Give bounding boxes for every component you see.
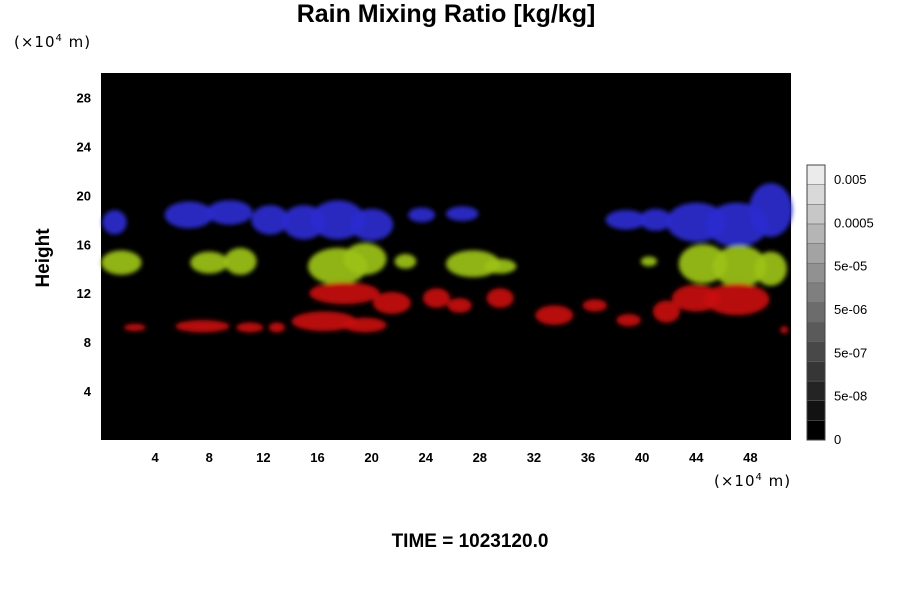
colorbar-swatch [806,243,826,264]
red-blob [343,317,387,333]
red-blob [535,305,574,326]
green-blob [712,245,767,288]
x-tick-label: 44 [689,450,704,465]
blue-blob [349,208,394,241]
x-unit-exponent: 4 [755,472,763,483]
colorbar-frame [806,164,826,441]
green-blob [754,251,787,286]
layer-blue [102,183,793,247]
green-blob [224,247,257,275]
colorbar-label: 5e-06 [834,302,867,317]
y-tick-label: 24 [77,139,92,154]
green-blob [343,243,387,275]
y-tick-label: 4 [84,384,92,399]
green-blob [640,256,658,267]
red-blob [175,320,230,333]
rain-field [101,183,793,334]
blue-blob [639,208,672,231]
colorbar-swatch [806,302,826,323]
red-blob [616,313,641,327]
layer-green [101,243,787,288]
x-unit-prefix: (×10 [714,472,756,490]
x-tick-label: 8 [206,450,213,465]
y-axis-ticks: 4 8 12 16 20 24 28 [77,90,92,399]
green-blob [101,250,142,275]
colorbar-label: 0.0005 [834,215,874,230]
colorbar-swatch [806,164,826,185]
blue-blob [164,201,214,229]
red-blob [372,291,411,314]
y-tick-label: 20 [77,188,91,203]
colorbar-swatch [806,204,826,225]
red-blob [704,283,770,316]
colorbar-label: 5e-07 [834,345,867,360]
blue-blob [102,210,127,235]
y-unit-suffix: m) [62,33,92,51]
red-blob [236,322,264,333]
red-blob [309,282,380,305]
colorbar-swatch [806,361,826,382]
colorbar-swatch [806,420,826,441]
colorbar: 0.005 0.0005 5e-05 5e-06 5e-07 5e-08 0 [806,164,874,447]
x-tick-label: 32 [527,450,541,465]
colorbar-swatch [806,380,826,401]
x-unit-suffix: m) [762,472,792,490]
blue-blob [446,206,479,222]
x-tick-label: 40 [635,450,649,465]
x-axis-unit: (×104 m) [714,472,791,490]
chart-title: Rain Mixing Ratio [kg/kg] [296,0,596,28]
x-tick-label: 24 [418,450,433,465]
colorbar-swatch [806,400,826,421]
y-tick-label: 16 [77,237,91,252]
colorbar-label: 0 [834,432,841,447]
x-tick-label: 12 [256,450,270,465]
x-tick-label: 16 [310,450,324,465]
red-blob [268,322,285,333]
x-tick-label: 20 [364,450,378,465]
x-tick-label: 4 [152,450,160,465]
red-blob [582,299,608,312]
layer-red [124,282,789,334]
colorbar-swatch [806,282,826,303]
y-unit-prefix: (×10 [14,33,56,51]
y-axis-unit: (×104 m) [14,33,91,51]
blue-blob [251,205,290,235]
colorbar-swatch [806,321,826,343]
y-tick-label: 12 [77,286,91,301]
colorbar-label: 0.005 [834,172,867,187]
blue-blob [206,200,253,225]
colorbar-swatch [806,341,826,362]
colorbar-label: 5e-08 [834,389,867,404]
green-blob [190,251,229,274]
y-tick-label: 28 [77,90,91,105]
red-blob [423,288,451,308]
blue-blob [605,210,647,230]
y-unit-exponent: 4 [55,33,63,44]
blue-blob [749,183,793,237]
x-axis-ticks: 4 8 12 16 20 24 28 32 36 40 44 48 [152,450,758,465]
red-blob [124,323,146,332]
x-tick-label: 28 [473,450,487,465]
green-blob [483,258,517,274]
red-blob [653,300,681,323]
red-blob [780,326,789,334]
x-tick-label: 48 [743,450,757,465]
colorbar-swatch [806,262,826,284]
colorbar-swatch [806,223,826,244]
time-label: TIME = 1023120.0 [391,531,549,552]
green-blob [446,250,501,278]
red-blob [486,288,514,308]
colorbar-swatch [806,184,826,205]
colorbar-label: 5e-05 [834,259,867,274]
green-blob [394,254,417,269]
y-tick-label: 8 [84,335,91,350]
x-tick-label: 36 [581,450,595,465]
red-blob [291,311,357,332]
red-blob [447,298,472,313]
blue-blob [408,207,436,223]
